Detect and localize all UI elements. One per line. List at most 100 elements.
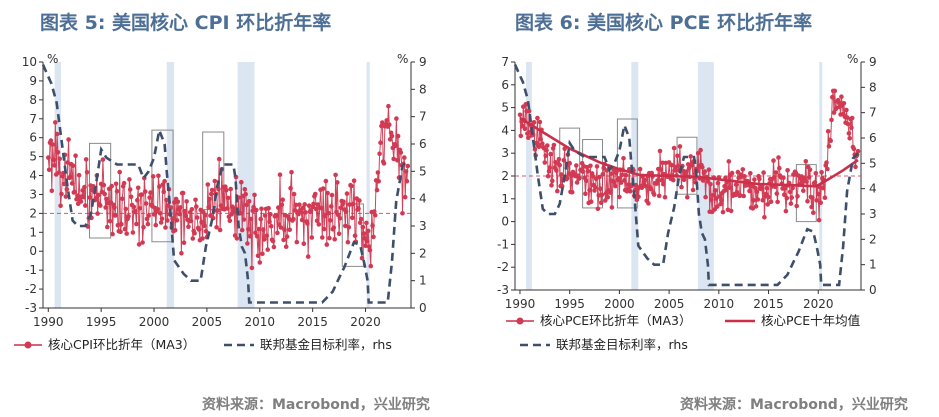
data-point (803, 159, 809, 164)
data-point (772, 175, 777, 180)
y-tick-label-left: 2 (501, 169, 509, 183)
data-point (243, 191, 248, 197)
data-point (284, 234, 290, 239)
data-point (710, 193, 716, 198)
data-point (742, 174, 747, 179)
data-point (142, 189, 148, 194)
data-point (789, 195, 794, 200)
data-point (623, 172, 629, 178)
data-point (784, 195, 790, 201)
data-point (64, 186, 70, 192)
data-point (550, 178, 555, 184)
data-point (804, 179, 809, 184)
data-point (787, 189, 793, 195)
data-point (794, 203, 799, 209)
data-point (206, 204, 211, 210)
data-point (128, 194, 134, 200)
data-point (783, 208, 789, 214)
data-point (280, 197, 286, 202)
data-point (255, 253, 261, 258)
data-point (782, 185, 788, 191)
data-point (127, 177, 132, 182)
x-tick-label: 2020 (803, 297, 834, 311)
data-point (555, 188, 560, 194)
highlight-box (616, 118, 638, 209)
data-point (363, 243, 368, 249)
data-point (788, 201, 794, 206)
y-tick-label-right: 3 (419, 219, 427, 233)
data-point (600, 172, 606, 177)
data-point (671, 145, 677, 151)
data-point (126, 214, 131, 219)
y-tick-label-right: 9 (869, 55, 877, 69)
data-point (135, 197, 140, 203)
data-point (261, 237, 267, 242)
data-point (289, 169, 294, 175)
data-point (751, 198, 756, 203)
data-point (241, 217, 247, 222)
data-point (657, 148, 663, 154)
data-point (377, 151, 382, 157)
data-point (134, 221, 139, 227)
data-point (813, 171, 819, 176)
data-point (321, 226, 327, 232)
data-point (849, 125, 854, 131)
data-point (172, 228, 178, 233)
data-point (135, 185, 141, 191)
data-point (319, 206, 324, 211)
data-point (252, 192, 257, 198)
data-point (545, 143, 550, 148)
data-point (672, 168, 678, 173)
data-point (595, 206, 601, 212)
data-point (57, 156, 62, 162)
data-point (609, 205, 615, 210)
data-point (590, 174, 596, 179)
series-line-fed-funds-rate (513, 63, 859, 287)
data-point (306, 203, 312, 208)
data-point (700, 178, 706, 183)
data-point (814, 198, 819, 203)
data-point (153, 222, 159, 228)
data-point (584, 178, 589, 184)
data-point (395, 133, 401, 139)
data-point (258, 216, 264, 222)
data-point (76, 172, 82, 178)
data-point (656, 193, 662, 199)
y-tick-label-right: 9 (419, 55, 427, 69)
data-point (156, 173, 161, 179)
y-tick-label-right: 5 (869, 156, 877, 170)
legend-label: 联邦基金目标利率，rhs (556, 337, 688, 352)
data-point (775, 199, 780, 205)
data-point (851, 146, 857, 152)
data-point (301, 241, 307, 246)
data-point (703, 194, 708, 200)
data-point (300, 205, 306, 211)
x-tick-label: 2005 (654, 297, 685, 311)
data-point (113, 181, 119, 187)
y-tick-label-left: 7 (29, 112, 37, 126)
data-point (621, 156, 626, 161)
recession-band (819, 62, 823, 290)
data-point (402, 155, 407, 160)
data-point (326, 210, 331, 216)
data-point (341, 199, 346, 204)
legend-label: 联邦基金目标利率，rhs (260, 337, 392, 352)
data-point (157, 211, 163, 216)
data-point (365, 228, 371, 234)
data-point (181, 240, 187, 245)
data-point (831, 110, 837, 115)
y-tick-label-left: 9 (29, 74, 37, 88)
data-point (73, 153, 78, 158)
data-point (328, 218, 333, 223)
legend-label: 核心PCE十年均值 (761, 313, 860, 328)
recession-band (366, 62, 370, 308)
data-point (75, 193, 80, 198)
data-point (56, 170, 62, 175)
data-point (87, 195, 92, 200)
data-point (832, 88, 838, 94)
data-point (387, 122, 392, 127)
data-point (713, 188, 718, 193)
data-point (522, 126, 528, 132)
data-point (740, 167, 746, 172)
